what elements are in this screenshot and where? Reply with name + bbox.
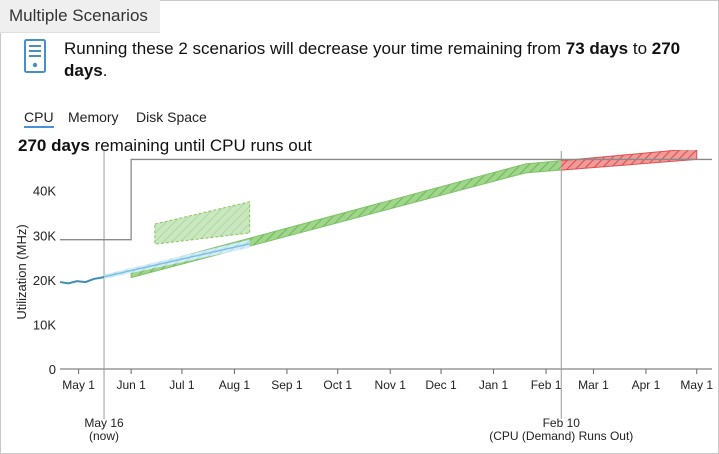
x-tick-label: Dec 1 <box>425 378 457 392</box>
title-bar: Multiple Scenarios <box>0 0 160 33</box>
status-value: 270 days <box>18 136 90 155</box>
summary-text-pre: Running these 2 scenarios will decrease … <box>64 39 566 58</box>
x-tick-label: May 1 <box>62 378 95 392</box>
chart-series <box>59 150 712 285</box>
y-tick-label: 40K <box>33 184 56 199</box>
y-tick-label: 10K <box>33 317 56 332</box>
baseline-forecast-line <box>103 242 250 278</box>
status-text: remaining until CPU runs out <box>89 136 312 155</box>
summary-text-mid: to <box>628 39 652 58</box>
y-tick-label: 20K <box>33 273 56 288</box>
window-title: Multiple Scenarios <box>9 6 148 25</box>
x-tick-label: Sep 1 <box>271 378 303 392</box>
tab-memory[interactable]: Memory <box>68 109 119 125</box>
time-remaining-status: 270 days remaining until CPU runs out <box>18 136 312 156</box>
x-tick-label: Aug 1 <box>219 378 251 392</box>
x-tick-label: Apr 1 <box>632 378 661 392</box>
x-tick-label: Jul 1 <box>169 378 195 392</box>
capacity-line <box>60 158 712 241</box>
x-tick-label: Feb 1 <box>531 378 562 392</box>
baseline-forecast-band <box>104 239 250 279</box>
scenario-summary: Running these 2 scenarios will decrease … <box>64 38 704 82</box>
tab-disk-space[interactable]: Disk Space <box>136 109 207 125</box>
cpu-utilization-chart: 0 10K 20K 30K 40K Utilization (MHz) May 1 Jun 1… <box>14 150 713 443</box>
x-tick-label: Nov 1 <box>375 378 407 392</box>
summary-from-value: 73 days <box>565 39 629 58</box>
x-tick-label: May 1 <box>680 378 713 392</box>
runout-marker-caption: (CPU (Demand) Runs Out) <box>489 429 633 443</box>
y-tick-label: 30K <box>33 228 56 243</box>
summary-to-value: 270 days <box>64 39 681 80</box>
x-tick-label: Jun 1 <box>116 378 146 392</box>
runout-marker-date: Feb 10 <box>543 416 581 430</box>
history-line <box>59 276 105 285</box>
scenario-step-band <box>154 201 251 245</box>
chart-labels: 0 10K 20K 30K 40K Utilization (MHz) May 1 Jun 1… <box>14 184 713 443</box>
y-axis-title: Utilization (MHz) <box>14 224 29 319</box>
x-tick-label: Mar 1 <box>578 378 609 392</box>
now-marker-caption: (now) <box>89 429 119 443</box>
summary-text-post: . <box>102 61 108 80</box>
tab-cpu[interactable]: CPU <box>24 109 54 128</box>
chart-axes <box>60 151 712 419</box>
x-tick-label: Oct 1 <box>323 378 352 392</box>
y-tick-label: 0 <box>49 362 56 377</box>
now-marker-date: May 16 <box>84 416 124 430</box>
x-tick-label: Jan 1 <box>479 378 509 392</box>
server-document-icon <box>24 39 46 73</box>
